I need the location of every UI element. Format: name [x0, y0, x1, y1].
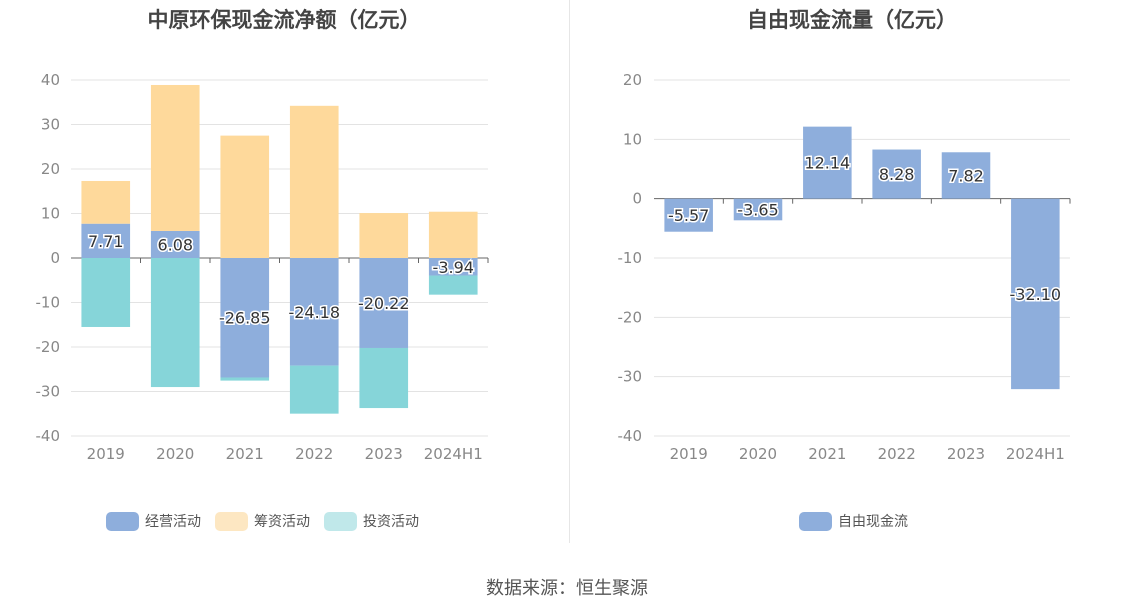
y-tick-label: 10 — [623, 130, 642, 148]
x-tick-label: 2019 — [670, 445, 708, 463]
y-tick-label: 20 — [623, 71, 642, 89]
legend-swatch — [106, 511, 139, 531]
x-tick-label: 2022 — [878, 445, 916, 463]
y-tick-label: -30 — [36, 383, 61, 401]
bar-2 — [289, 105, 339, 258]
bar-1 — [803, 126, 852, 199]
data-label: -20.22 — [358, 294, 410, 313]
legend-swatch — [799, 511, 832, 531]
bar-1 — [664, 198, 713, 232]
data-label: -3.65 — [737, 200, 778, 219]
bar-1 — [81, 223, 131, 258]
x-tick-label: 2020 — [156, 445, 194, 463]
legend-item-investing[interactable]: 投资活动 — [324, 511, 419, 531]
bar-2 — [359, 213, 409, 258]
chart-divider — [569, 0, 570, 543]
bar-3 — [81, 258, 131, 327]
left-legend: 经营活动 筹资活动 投资活动 — [106, 511, 433, 531]
bar-3 — [289, 365, 339, 414]
y-tick-label: 20 — [41, 160, 60, 178]
right-chart-title: 自由现金流量（亿元） — [747, 8, 957, 32]
data-label: 8.28 — [879, 165, 915, 184]
data-label: -24.18 — [288, 303, 340, 322]
x-tick-label: 2022 — [295, 445, 333, 463]
x-tick-label: 2020 — [739, 445, 777, 463]
bar-2 — [81, 180, 131, 224]
x-tick-label: 2021 — [808, 445, 846, 463]
bar-1 — [872, 149, 921, 199]
x-tick-label: 2024H1 — [1006, 445, 1065, 463]
data-label: 6.08 — [157, 235, 193, 254]
legend-swatch — [324, 511, 357, 531]
y-tick-label: -10 — [36, 294, 61, 312]
y-tick-label: -30 — [618, 368, 643, 386]
bar-1 — [220, 258, 270, 378]
bar-1 — [1011, 198, 1060, 390]
right-legend: 自由现金流 — [799, 511, 922, 531]
legend-item-financing[interactable]: 筹资活动 — [215, 511, 310, 531]
bar-1 — [941, 152, 991, 199]
y-tick-label: -20 — [36, 338, 61, 356]
data-label: 7.71 — [88, 232, 124, 251]
data-label: -32.10 — [1010, 285, 1062, 304]
y-tick-label: 10 — [41, 205, 60, 223]
bar-3 — [220, 377, 270, 381]
legend-label: 筹资活动 — [254, 514, 310, 530]
data-source-note: 数据来源：恒生聚源 — [486, 578, 648, 599]
bar-2 — [150, 84, 200, 231]
y-tick-label: -40 — [36, 427, 61, 445]
bar-3 — [428, 275, 478, 295]
legend-label: 自由现金流 — [838, 514, 908, 530]
x-tick-label: 2021 — [226, 445, 264, 463]
y-tick-label: -20 — [618, 308, 643, 326]
x-tick-label: 2023 — [365, 445, 403, 463]
legend-item-operating[interactable]: 经营活动 — [106, 511, 201, 531]
legend-swatch — [215, 511, 248, 531]
cash-flow-net-chart: 40 30 20 10 0 -10 -20 -30 -40 2019 2020 2021 2022 202… — [36, 71, 489, 463]
bar-1 — [289, 258, 339, 366]
legend-label: 经营活动 — [145, 514, 201, 530]
y-tick-label: 0 — [632, 190, 642, 208]
bar-3 — [359, 347, 409, 409]
x-tick-label: 2019 — [87, 445, 125, 463]
data-label: 12.14 — [804, 154, 850, 173]
y-tick-label: 40 — [41, 71, 60, 89]
bar-2 — [428, 211, 478, 258]
legend-label: 投资活动 — [363, 514, 419, 530]
bar-1 — [733, 198, 783, 221]
legend-item-free-cash-flow[interactable]: 自由现金流 — [799, 511, 908, 531]
data-label: -26.85 — [219, 309, 271, 328]
bar-2 — [220, 135, 270, 258]
left-chart-title: 中原环保现金流净额（亿元） — [147, 8, 421, 32]
y-tick-label: 0 — [50, 249, 60, 267]
bar-3 — [150, 258, 200, 388]
bar-1 — [150, 230, 200, 258]
x-tick-label: 2023 — [947, 445, 985, 463]
y-tick-label: -10 — [618, 249, 643, 267]
bar-1 — [359, 258, 409, 348]
free-cash-flow-chart: 20 10 0 -10 -20 -30 -40 2019 2020 2021 2022 2023 202… — [618, 71, 1071, 463]
y-tick-label: 30 — [41, 116, 60, 134]
data-label: 7.82 — [948, 166, 984, 185]
data-label: -5.57 — [668, 206, 709, 225]
bar-1 — [428, 258, 478, 276]
y-tick-label: -40 — [618, 427, 643, 445]
x-tick-label: 2024H1 — [424, 445, 483, 463]
data-label: -3.94 — [433, 258, 474, 277]
